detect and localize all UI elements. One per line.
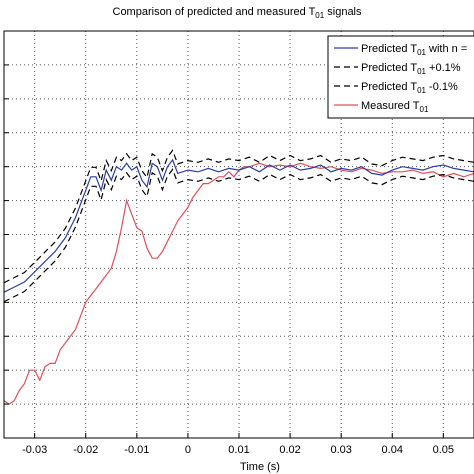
x-tick-label-5: 0.02 <box>279 444 300 456</box>
x-axis-ticks: -0.03 -0.02 -0.01 0 0.01 0.02 0.03 0.04 0.05 <box>4 64 454 456</box>
legend-label-1: Predicted T01 +0.1% <box>361 62 461 76</box>
x-tick-label-1: -0.02 <box>73 444 98 456</box>
legend-label-3: Measured T01 <box>361 100 429 114</box>
x-tick-label-6: 0.03 <box>330 444 351 456</box>
legend-label-0: Predicted T01 with n = <box>361 43 467 57</box>
x-tick-label-2: -0.01 <box>124 444 149 456</box>
series-line-2 <box>3 168 474 303</box>
series-layer <box>3 149 474 405</box>
x-axis-label: Time (s) <box>240 461 280 473</box>
chart-title: Comparison of predicted and measured T01… <box>113 6 363 20</box>
series-line-0 <box>3 158 474 293</box>
series-line-1 <box>3 149 474 284</box>
chart-title-sub: 01 <box>315 11 324 20</box>
x-tick-label-0: -0.03 <box>22 444 47 456</box>
x-tick-label-3: 0 <box>185 444 191 456</box>
legend-label-2: Predicted T01 -0.1% <box>361 81 458 95</box>
chart-title-tail: signals <box>324 6 362 18</box>
x-tick-label-4: 0.01 <box>228 444 249 456</box>
x-tick-label-8: 0.05 <box>433 444 454 456</box>
x-tick-label-7: 0.04 <box>382 444 403 456</box>
chart-title-main: Comparison of predicted and measured T <box>113 6 316 18</box>
series-line-3 <box>3 162 474 405</box>
legend-box <box>327 35 474 119</box>
legend: Predicted T01 with n = Predicted T01 +0.1… <box>327 35 474 119</box>
